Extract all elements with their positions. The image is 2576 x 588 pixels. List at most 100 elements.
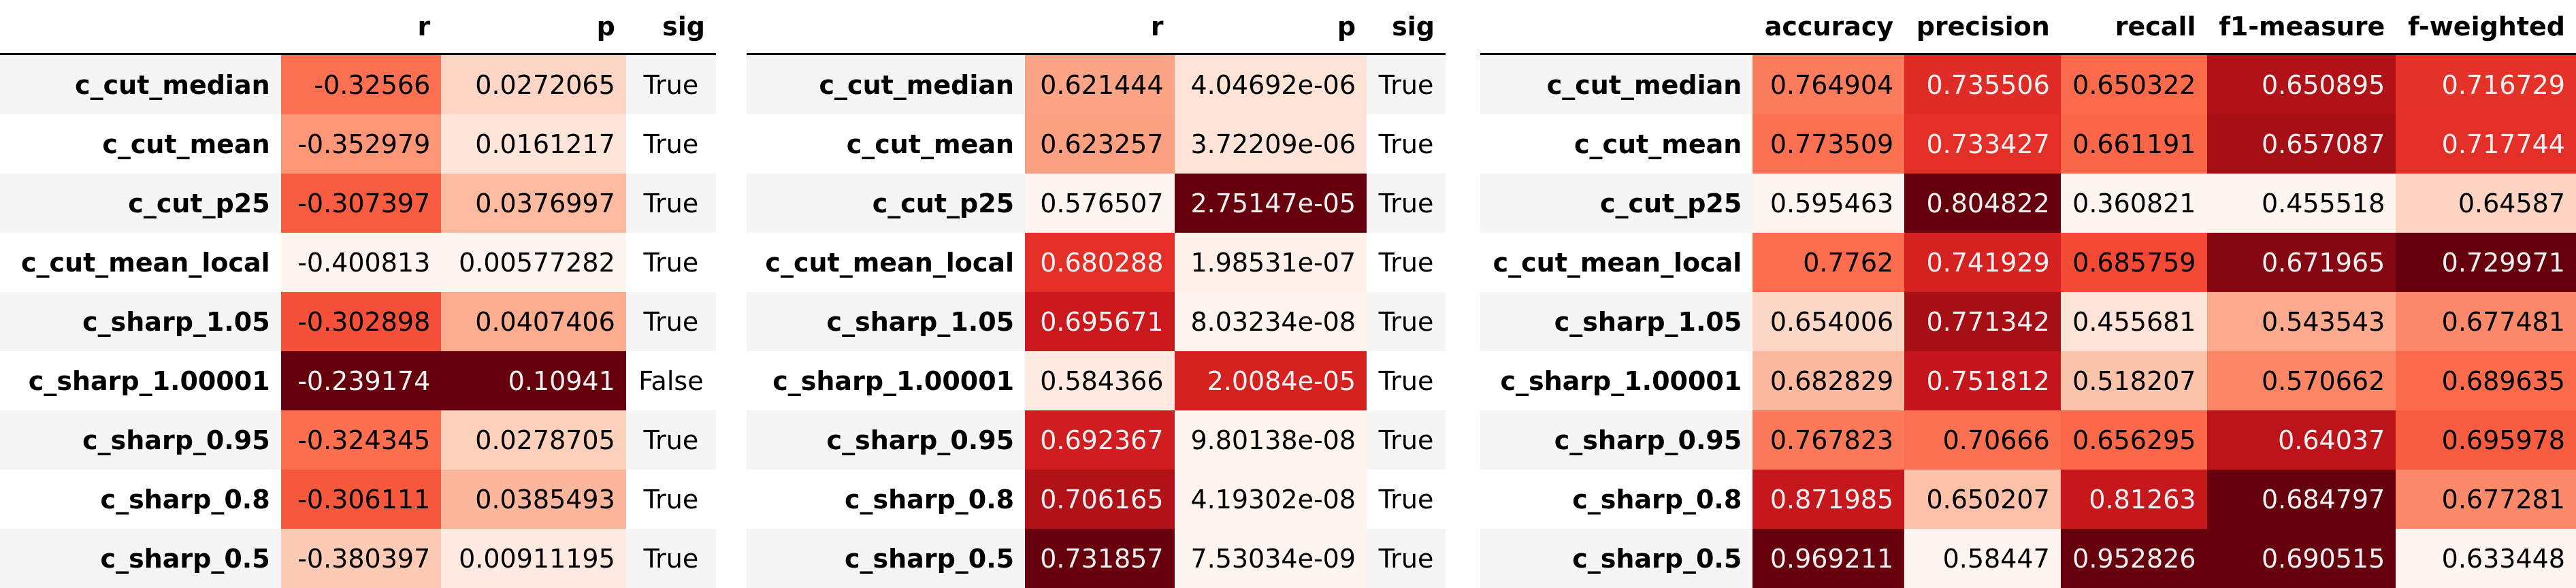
- table-cell: 0.0278705: [441, 410, 626, 470]
- table-cell: 0.518207: [2060, 351, 2207, 410]
- row-label: c_sharp_0.8: [747, 470, 1026, 529]
- table-row: c_cut_mean_local 0.680288 1.98531e-07 True: [747, 233, 1446, 292]
- table-cell: 0.695671: [1025, 292, 1175, 351]
- table-cell: 0.00911195: [441, 529, 626, 588]
- table-cell: 3.72209e-06: [1174, 114, 1367, 174]
- table-cell: 0.685759: [2060, 233, 2207, 292]
- table-cell: 0.706165: [1025, 470, 1175, 529]
- table-cell: -0.302898: [280, 292, 442, 351]
- table-row: c_cut_p25 -0.307397 0.0376997 True: [0, 174, 716, 233]
- row-label: c_cut_mean: [1480, 114, 1753, 174]
- table-1: r p sig c_cut_median -0.32566 0.0272065 True c_…: [0, 0, 716, 588]
- row-label: c_cut_mean: [0, 114, 281, 174]
- table-cell: 0.871985: [1752, 470, 1905, 529]
- table-cell: 0.64037: [2206, 410, 2396, 470]
- column-header: accuracy: [1764, 12, 1894, 42]
- table-cell: True: [1367, 174, 1446, 233]
- table-cell: 0.360821: [2060, 174, 2207, 233]
- table-cell: 0.0385493: [441, 470, 626, 529]
- header-row: accuracy precision recall f1-measure f-weigh…: [1480, 0, 2576, 54]
- row-label: c_cut_median: [0, 54, 281, 114]
- table-cell: 0.595463: [1752, 174, 1905, 233]
- column-header: p: [1337, 12, 1356, 42]
- table-cell: 0.735506: [1904, 54, 2061, 114]
- table-row: c_sharp_0.5 0.969211 0.58447 0.952826 0.6905…: [1480, 529, 2576, 588]
- table-cell: 2.75147e-05: [1174, 174, 1367, 233]
- table-cell: True: [625, 114, 716, 174]
- table-cell: 0.661191: [2060, 114, 2207, 174]
- table-cell: 0.656295: [2060, 410, 2207, 470]
- table-row: c_sharp_1.00001 -0.239174 0.10941 False: [0, 351, 716, 410]
- table-cell: 0.10941: [441, 351, 626, 410]
- row-label: c_sharp_0.5: [1480, 529, 1753, 588]
- table-cell: 0.689635: [2396, 351, 2576, 410]
- row-label: c_sharp_1.05: [0, 292, 281, 351]
- row-label: c_cut_p25: [1480, 174, 1753, 233]
- table-cell: True: [1367, 529, 1446, 588]
- column-header: p: [596, 12, 615, 42]
- table-row: c_sharp_0.5 -0.380397 0.00911195 True: [0, 529, 716, 588]
- table-cell: 0.682829: [1752, 351, 1905, 410]
- table-cell: 0.741929: [1904, 233, 2061, 292]
- row-label: c_sharp_1.00001: [0, 351, 281, 410]
- table-2: r p sig c_cut_median 0.621444 4.04692e-06 True…: [747, 0, 1446, 588]
- table-cell: True: [625, 174, 716, 233]
- table-cell: True: [625, 292, 716, 351]
- table-cell: 0.690515: [2206, 529, 2396, 588]
- table-row: c_cut_mean 0.623257 3.72209e-06 True: [747, 114, 1446, 174]
- table-row: c_sharp_0.8 -0.306111 0.0385493 True: [0, 470, 716, 529]
- table-row: c_sharp_0.95 -0.324345 0.0278705 True: [0, 410, 716, 470]
- table-cell: 0.773509: [1752, 114, 1905, 174]
- row-label: c_sharp_0.95: [747, 410, 1026, 470]
- table-row: c_cut_mean -0.352979 0.0161217 True: [0, 114, 716, 174]
- table-cell: 8.03234e-08: [1174, 292, 1367, 351]
- row-label: c_sharp_0.8: [1480, 470, 1753, 529]
- table-row: c_sharp_0.8 0.706165 4.19302e-08 True: [747, 470, 1446, 529]
- table-cell: 0.81263: [2060, 470, 2207, 529]
- row-label: c_cut_median: [747, 54, 1026, 114]
- table-cell: True: [625, 470, 716, 529]
- table-cell: 2.0084e-05: [1174, 351, 1367, 410]
- table-cell: 0.0376997: [441, 174, 626, 233]
- table-cell: 0.969211: [1752, 529, 1905, 588]
- table-row: c_sharp_1.05 0.654006 0.771342 0.455681 0.54…: [1480, 292, 2576, 351]
- table-cell: -0.306111: [280, 470, 442, 529]
- header-row: r p sig: [0, 0, 716, 54]
- corner-cell: [747, 0, 1025, 54]
- column-header: f1-measure: [2219, 12, 2385, 42]
- table-cell: True: [1367, 292, 1446, 351]
- table-cell: 4.19302e-08: [1174, 470, 1367, 529]
- table-row: c_cut_mean_local 0.7762 0.741929 0.685759 0.…: [1480, 233, 2576, 292]
- table-row: c_cut_mean 0.773509 0.733427 0.661191 0.6570…: [1480, 114, 2576, 174]
- table-cell: 7.53034e-09: [1174, 529, 1367, 588]
- table-cell: 0.657087: [2206, 114, 2396, 174]
- table-cell: 0.677281: [2396, 470, 2576, 529]
- table-cell: 0.729971: [2396, 233, 2576, 292]
- row-label: c_cut_p25: [747, 174, 1026, 233]
- table-cell: -0.400813: [280, 233, 442, 292]
- table-cell: 0.0272065: [441, 54, 626, 114]
- table-cell: 0.654006: [1752, 292, 1905, 351]
- table-row: c_sharp_0.95 0.767823 0.70666 0.656295 0.640…: [1480, 410, 2576, 470]
- row-label: c_sharp_1.05: [1480, 292, 1753, 351]
- row-label: c_sharp_0.5: [747, 529, 1026, 588]
- row-label: c_cut_median: [1480, 54, 1753, 114]
- table-cell: -0.32566: [280, 54, 442, 114]
- table-cell: False: [625, 351, 716, 410]
- table-cell: 0.633448: [2396, 529, 2576, 588]
- row-label: c_cut_mean_local: [747, 233, 1026, 292]
- table-cell: True: [625, 54, 716, 114]
- table-row: c_cut_median -0.32566 0.0272065 True: [0, 54, 716, 114]
- table-cell: 0.680288: [1025, 233, 1175, 292]
- row-label: c_sharp_1.00001: [747, 351, 1026, 410]
- table-row: c_cut_median 0.764904 0.735506 0.650322 0.65…: [1480, 54, 2576, 114]
- corner-cell: [0, 0, 281, 54]
- row-label: c_cut_p25: [0, 174, 281, 233]
- table-cell: 0.00577282: [441, 233, 626, 292]
- column-header: sig: [662, 12, 705, 42]
- table-cell: 0.733427: [1904, 114, 2061, 174]
- table-cell: 0.804822: [1904, 174, 2061, 233]
- table-row: c_sharp_0.5 0.731857 7.53034e-09 True: [747, 529, 1446, 588]
- table-cell: 0.58447: [1904, 529, 2061, 588]
- table-row: c_sharp_1.05 -0.302898 0.0407406 True: [0, 292, 716, 351]
